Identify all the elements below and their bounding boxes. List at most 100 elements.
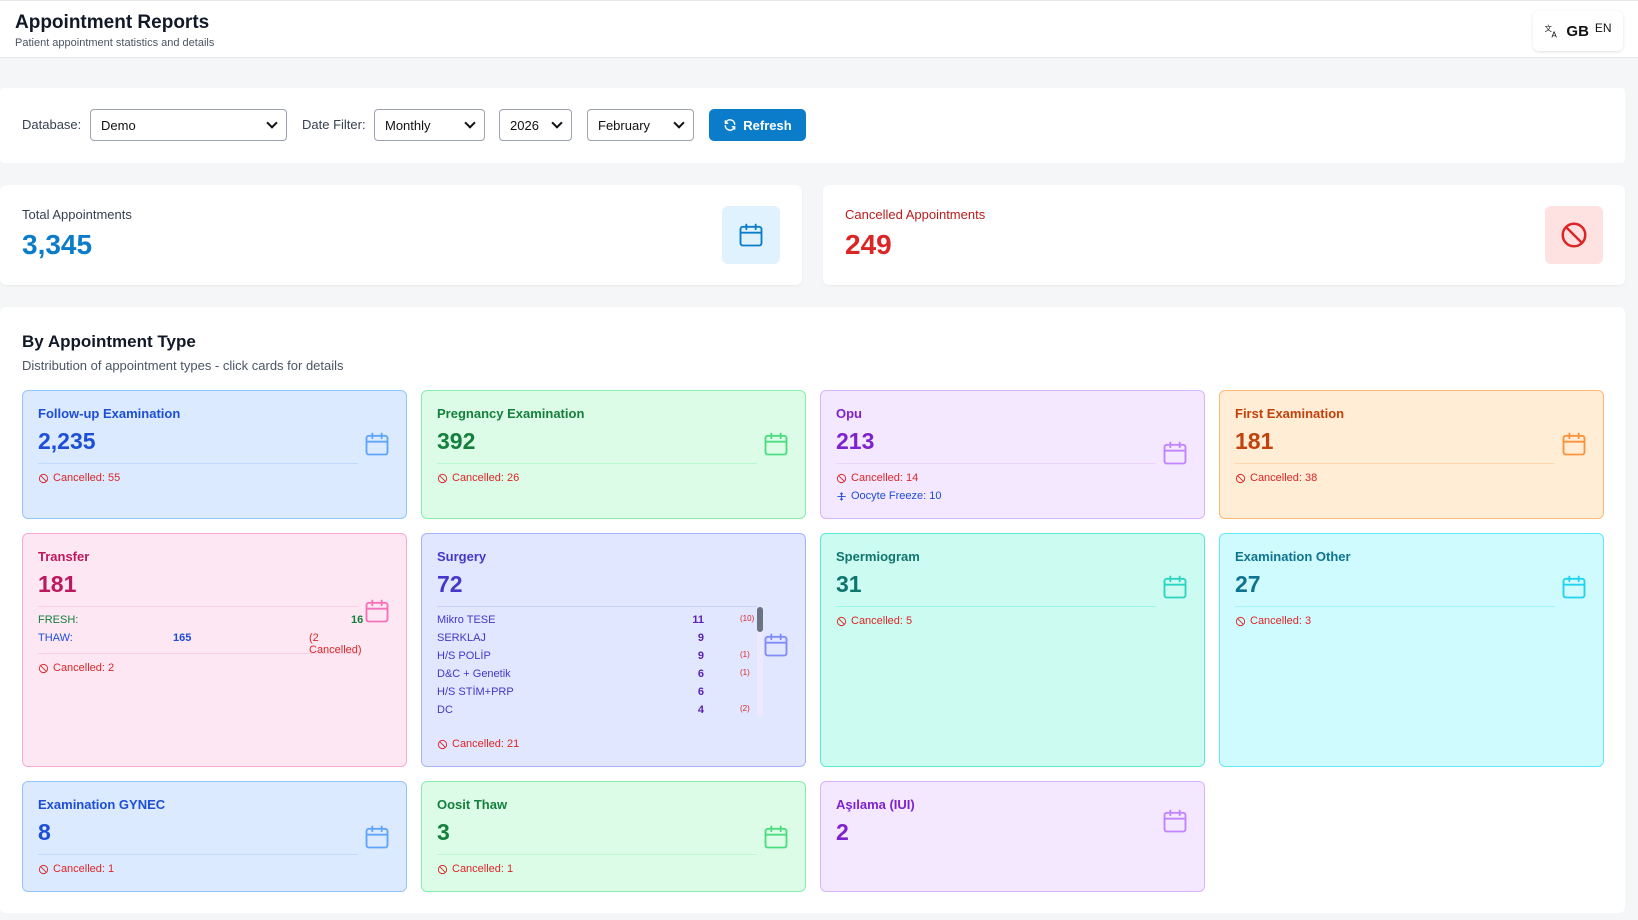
card-spermiogram[interactable]: Spermiogram 31 Cancelled: 5 [820, 533, 1205, 767]
page-subtitle: Patient appointment statistics and detai… [15, 37, 215, 49]
surgery-item: H/S STİM+PRP 6 [437, 686, 704, 698]
card-cancelled: Cancelled: 14 [836, 472, 918, 484]
language-code: EN [1594, 21, 1612, 35]
card-count: 31 [836, 571, 862, 597]
cancelled-appointments-label: Cancelled Appointments [845, 207, 986, 222]
card-cancelled: Cancelled: 1 [38, 863, 114, 875]
ban-icon [437, 739, 448, 750]
month-select[interactable]: February [587, 109, 694, 141]
surgery-list-scroll-thumb[interactable] [757, 607, 763, 632]
transfer-fresh-row: FRESH: 16 [38, 614, 364, 626]
ban-icon [836, 473, 847, 484]
card-cancelled: Cancelled: 38 [1235, 472, 1317, 484]
card-oosit-thaw[interactable]: Oosit Thaw 3 Cancelled: 1 [421, 781, 806, 892]
card-count: 181 [1235, 428, 1274, 454]
date-filter-select[interactable]: Monthly [374, 109, 485, 141]
language-flag: GB [1566, 22, 1589, 40]
calendar-icon [762, 631, 790, 659]
calendar-icon [363, 597, 391, 625]
card-pregnancy-examination[interactable]: Pregnancy Examination 392 Cancelled: 26 [421, 390, 806, 519]
chevron-down-icon [551, 117, 563, 129]
calendar-icon [363, 430, 391, 458]
card-cancelled: Cancelled: 2 [38, 662, 114, 674]
ban-icon [38, 663, 49, 674]
ban-icon [38, 473, 49, 484]
card-title: Oosit Thaw [437, 797, 508, 812]
section-description: Distribution of appointment types - clic… [22, 358, 344, 373]
card-title: First Examination [1235, 406, 1345, 421]
chevron-down-icon [266, 117, 278, 129]
card-title: Examination GYNEC [38, 797, 166, 812]
total-appointments-label: Total Appointments [22, 207, 132, 222]
card-count: 72 [437, 571, 463, 597]
card-cancelled: Cancelled: 21 [437, 738, 519, 750]
card-title: Spermiogram [836, 549, 920, 564]
svg-text:A: A [1552, 31, 1558, 39]
total-appointments-value: 3,345 [22, 229, 93, 260]
card-cancelled: Cancelled: 1 [437, 863, 513, 875]
refresh-button-label: Refresh [743, 117, 792, 133]
database-label: Database: [22, 117, 82, 132]
ban-icon [38, 864, 49, 875]
ban-icon [1545, 206, 1603, 264]
calendar-icon [1560, 430, 1588, 458]
card-title: Aşılama (IUI) [836, 797, 915, 812]
card-count: 181 [38, 571, 77, 597]
card-count: 392 [437, 428, 476, 454]
transfer-thaw-row: THAW: 165 (2 Cancelled) [38, 632, 362, 656]
refresh-button[interactable]: Refresh [709, 109, 806, 141]
ban-icon [1235, 473, 1246, 484]
card-cancelled: Cancelled: 5 [836, 615, 912, 627]
calendar-icon [1161, 573, 1189, 601]
refresh-icon [724, 119, 736, 131]
card-title: Pregnancy Examination [437, 406, 585, 421]
card-cancelled: Cancelled: 26 [437, 472, 519, 484]
snowflake-icon [836, 491, 847, 502]
ban-icon [1235, 616, 1246, 627]
card-examination-other[interactable]: Examination Other 27 Cancelled: 3 [1219, 533, 1604, 767]
card-examination-gynec[interactable]: Examination GYNEC 8 Cancelled: 1 [22, 781, 407, 892]
calendar-icon [363, 823, 391, 851]
svg-text:文: 文 [1545, 24, 1553, 33]
card-first-examination[interactable]: First Examination 181 Cancelled: 38 [1219, 390, 1604, 519]
surgery-item: D&C + Genetik 6 (1) [437, 668, 750, 680]
date-filter-select-value: Monthly [385, 117, 431, 133]
filter-bar: Database: Demo Date Filter: Monthly 2026… [0, 88, 1625, 163]
surgery-item: H/S POLİP 9 (1) [437, 650, 750, 662]
surgery-item: Mikro TESE 11 (10) [437, 614, 755, 626]
total-appointments-card: Total Appointments 3,345 [0, 185, 802, 285]
card-cancelled: Cancelled: 3 [1235, 615, 1311, 627]
ban-icon [836, 616, 847, 627]
card-opu[interactable]: Opu 213 Cancelled: 14 Oocyte Freeze: 10 [820, 390, 1205, 519]
ban-icon [437, 473, 448, 484]
page-title: Appointment Reports [15, 12, 210, 33]
card-asilama-iui[interactable]: Aşılama (IUI) 2 [820, 781, 1205, 892]
card-oocyte-freeze: Oocyte Freeze: 10 [836, 490, 942, 502]
cancelled-appointments-value: 249 [845, 229, 892, 260]
year-select-value: 2026 [510, 117, 539, 133]
translate-icon: 文 A [1545, 24, 1558, 39]
date-filter-label: Date Filter: [302, 117, 366, 132]
database-select-value: Demo [101, 117, 136, 133]
language-switcher[interactable]: 文 A GB EN [1533, 11, 1623, 51]
calendar-icon [762, 430, 790, 458]
year-select[interactable]: 2026 [499, 109, 572, 141]
card-count: 27 [1235, 571, 1261, 597]
card-title: Transfer [38, 549, 90, 564]
section-title: By Appointment Type [22, 332, 196, 351]
card-transfer[interactable]: Transfer 181 FRESH: 16 THAW: 165 (2 Canc… [22, 533, 407, 767]
card-surgery[interactable]: Surgery 72 Mikro TESE 11 (10) SERKLAJ 9 H/S… [421, 533, 806, 767]
card-follow-up-examination[interactable]: Follow-up Examination 2,235 Cancelled: 5… [22, 390, 407, 519]
card-count: 2,235 [38, 428, 96, 454]
chevron-down-icon [673, 117, 685, 129]
month-select-value: February [598, 117, 651, 133]
page-header: Appointment Reports Patient appointment … [0, 0, 1638, 58]
card-title: Surgery [437, 549, 487, 564]
card-title: Examination Other [1235, 549, 1351, 564]
database-select[interactable]: Demo [90, 109, 287, 141]
surgery-list-scrollbar[interactable] [757, 607, 763, 717]
card-title: Follow-up Examination [38, 406, 181, 421]
card-count: 213 [836, 428, 875, 454]
calendar-icon [1161, 807, 1189, 835]
calendar-icon [762, 823, 790, 851]
